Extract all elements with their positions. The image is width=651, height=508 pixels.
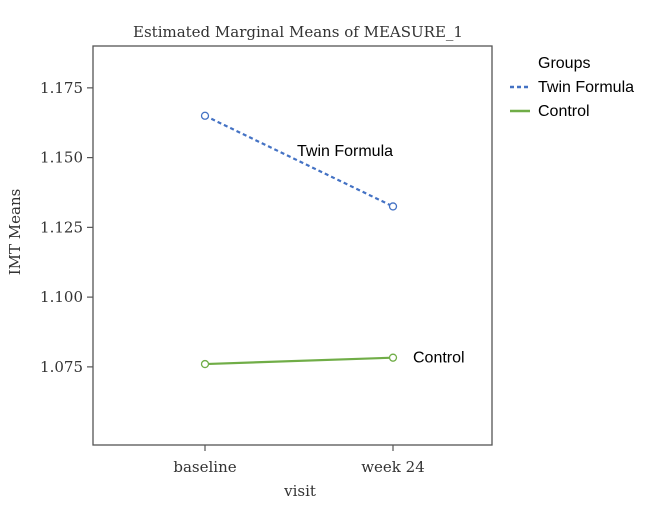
twin-formula-point-1: [200, 111, 210, 120]
control-point-1: [200, 359, 210, 369]
legend-label-twin-formula: Twin Formula: [538, 79, 634, 96]
control-point-2: [388, 353, 398, 362]
twin-formula-annotation: Twin Formula: [297, 143, 393, 160]
twin-formula-series-line: [204, 114, 394, 208]
plot-frame: [92, 45, 493, 446]
chart-title: Estimated Marginal Means of MEASURE_1: [133, 23, 463, 41]
y-tick-label: 1.150: [40, 149, 83, 167]
x-axis: baseline week 24: [173, 445, 425, 476]
twin-formula-point-2: [388, 202, 398, 211]
legend-label-control: Control: [538, 103, 590, 120]
x-axis-label: visit: [283, 482, 316, 500]
legend-title: Groups: [538, 55, 590, 72]
y-axis-label: IMT Means: [6, 189, 24, 276]
x-tick-label: baseline: [173, 458, 236, 476]
y-tick-label: 1.075: [40, 358, 83, 376]
y-axis: 1.075 1.100 1.125 1.150 1.175: [40, 79, 93, 376]
series-layer: Twin Formula Control: [200, 111, 465, 369]
control-annotation: Control: [413, 350, 465, 367]
y-tick-label: 1.175: [40, 79, 83, 97]
control-series-line: [204, 356, 394, 366]
x-tick-label: week 24: [361, 458, 425, 476]
legend: Groups Twin Formula Control: [510, 55, 634, 120]
y-tick-label: 1.125: [40, 218, 83, 236]
y-tick-label: 1.100: [40, 288, 83, 306]
